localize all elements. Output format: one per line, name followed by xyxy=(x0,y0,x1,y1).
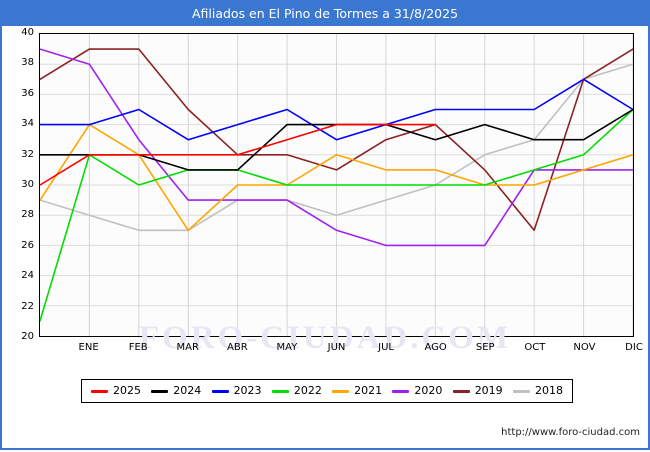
x-axis-tick-label-dic: DIC xyxy=(625,342,643,353)
legend-label: 2019 xyxy=(474,384,503,397)
x-axis-tick-label-jul: JUL xyxy=(378,342,394,353)
x-axis-tick-label-jun: JUN xyxy=(327,342,346,353)
chart-legend: 2025 2024 2023 2022 2021 2020 2019 2018 xyxy=(81,379,573,403)
y-axis-tick-label: 30 xyxy=(21,179,34,190)
y-axis-tick-label: 28 xyxy=(21,209,34,221)
x-axis-tick-labels: ENE FEB MAR ABR MAY JUN JUL AGO SEP OCT NOV DIC xyxy=(39,342,643,356)
series-line-2025 xyxy=(40,123,437,186)
y-axis-tick-label: 20 xyxy=(21,331,34,342)
legend-swatch-icon xyxy=(452,389,470,393)
legend-label: 2023 xyxy=(233,384,262,397)
plot-area xyxy=(39,33,634,337)
legend-item-2024[interactable]: 2024 xyxy=(151,385,201,397)
legend-swatch-icon xyxy=(151,389,169,393)
x-axis-tick-label-ene: ENE xyxy=(78,342,99,353)
y-axis-tick-label: 34 xyxy=(21,118,34,130)
x-axis-tick-label-abr: ABR xyxy=(227,342,248,353)
legend-item-2019[interactable]: 2019 xyxy=(452,384,503,397)
legend-swatch-icon xyxy=(512,389,530,393)
legend-label: 2018 xyxy=(534,384,563,397)
x-axis-tick-label-mar: MAR xyxy=(176,342,199,353)
footer-url: http://www.foro-ciudad.com xyxy=(501,427,640,438)
x-axis-tick-label-nov: NOV xyxy=(573,342,596,353)
series-line-2023 xyxy=(40,78,633,141)
y-axis-tick-label: 38 xyxy=(21,57,34,69)
legend-label: 2022 xyxy=(293,384,322,397)
y-axis-tick-label: 26 xyxy=(21,239,34,251)
series-line-2019 xyxy=(40,48,633,232)
x-axis-tick-label-oct: OCT xyxy=(524,342,546,353)
x-axis-tick-label-may: MAY xyxy=(276,342,298,353)
legend-label: 2021 xyxy=(354,384,383,397)
y-axis-tick-label: 32 xyxy=(21,148,34,160)
y-axis-tick-label: 36 xyxy=(21,87,34,99)
legend-item-2022[interactable]: 2022 xyxy=(271,384,322,397)
window-title: Afiliados en El Pino de Tormes a 31/8/20… xyxy=(2,2,648,26)
x-axis-tick-label-ago: AGO xyxy=(424,342,447,353)
y-axis-tick-label: 40 xyxy=(21,27,34,38)
y-axis-tick-label: 24 xyxy=(21,270,34,282)
chart-svg xyxy=(40,34,633,336)
legend-item-2018[interactable]: 2018 xyxy=(512,384,563,397)
legend-swatch-icon xyxy=(271,389,289,393)
x-axis-tick-label-feb: FEB xyxy=(128,342,148,353)
legend-swatch-icon xyxy=(332,389,350,393)
series-line-2022 xyxy=(40,108,633,322)
legend-item-2023[interactable]: 2023 xyxy=(211,384,262,397)
legend-label: 2020 xyxy=(414,384,443,397)
legend-swatch-icon xyxy=(91,389,108,393)
legend-label: 2024 xyxy=(173,384,202,397)
legend-item-2025[interactable]: 2025 xyxy=(91,385,141,397)
legend-item-2021[interactable]: 2021 xyxy=(332,385,382,397)
legend-item-2020[interactable]: 2020 xyxy=(392,385,442,397)
legend-label: 2025 xyxy=(113,384,141,397)
legend-swatch-icon xyxy=(392,389,410,393)
legend-swatch-icon xyxy=(211,389,229,393)
y-axis-tick-label: 22 xyxy=(21,300,34,312)
x-axis-tick-label-sep: SEP xyxy=(475,342,495,353)
